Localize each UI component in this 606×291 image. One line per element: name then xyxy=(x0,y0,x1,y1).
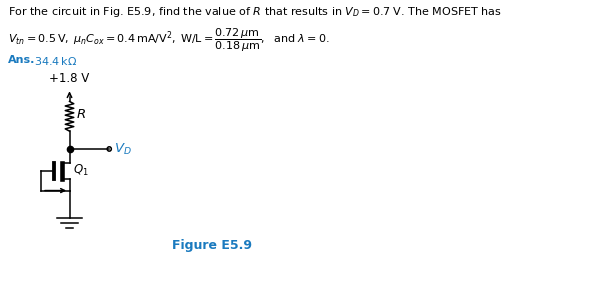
Text: $34.4\,\mathrm{k\Omega}$: $34.4\,\mathrm{k\Omega}$ xyxy=(33,55,76,67)
Text: For the circuit in Fig. E5.9, find the value of $R$ that results in $V_D = 0.7$ : For the circuit in Fig. E5.9, find the v… xyxy=(8,5,502,19)
Text: Ans.: Ans. xyxy=(8,55,35,65)
Text: Figure E5.9: Figure E5.9 xyxy=(171,239,251,251)
Text: $R$: $R$ xyxy=(76,108,86,121)
Text: $V_D$: $V_D$ xyxy=(114,141,132,157)
Text: +1.8 V: +1.8 V xyxy=(48,72,89,85)
Text: $Q_1$: $Q_1$ xyxy=(73,163,89,178)
Text: $V_{tn} = 0.5\,\mathrm{V},\;\mu_n C_{ox} = 0.4\,\mathrm{mA/V^2},\;\mathrm{W/L} =: $V_{tn} = 0.5\,\mathrm{V},\;\mu_n C_{ox}… xyxy=(8,26,330,54)
